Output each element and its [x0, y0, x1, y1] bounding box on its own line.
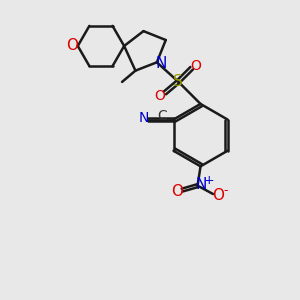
Text: O: O: [154, 89, 165, 103]
Text: O: O: [190, 59, 202, 73]
Text: +: +: [203, 174, 214, 187]
Text: O: O: [66, 38, 78, 53]
Text: N: N: [195, 177, 207, 192]
Text: O: O: [212, 188, 224, 203]
Text: S: S: [173, 74, 183, 89]
Text: N: N: [156, 56, 167, 71]
Text: O: O: [171, 184, 183, 199]
Text: N: N: [139, 111, 149, 125]
Text: C: C: [158, 109, 167, 123]
Text: -: -: [223, 184, 228, 197]
